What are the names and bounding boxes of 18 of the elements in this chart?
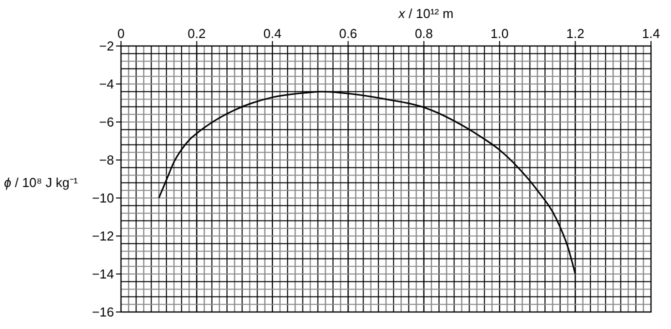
x-axis-title: x / 10¹² m: [398, 6, 454, 21]
y-axis-title: ϕ / 10⁸ J kg⁻¹: [4, 175, 78, 190]
x-tick-label: 1.2: [566, 26, 584, 41]
y-tick-label: −12: [92, 228, 114, 244]
y-tick-label: −8: [99, 152, 114, 168]
y-tick-label: −4: [99, 76, 114, 92]
y-tick-label: −6: [99, 114, 114, 130]
x-tick-label: 1.0: [490, 26, 509, 41]
y-tick-label: −10: [92, 190, 114, 206]
x-tick-label: 0.8: [414, 26, 433, 41]
x-tick-label: 0: [117, 26, 125, 41]
x-tick-label: 1.4: [642, 26, 660, 41]
x-tick-label: 0.6: [339, 26, 358, 41]
x-tick-label: 0.2: [188, 26, 206, 41]
y-tick-label: −16: [92, 304, 114, 320]
x-tick-label: 0.4: [263, 26, 282, 41]
y-tick-label: −14: [92, 266, 114, 282]
y-tick-label: −2: [99, 38, 114, 54]
